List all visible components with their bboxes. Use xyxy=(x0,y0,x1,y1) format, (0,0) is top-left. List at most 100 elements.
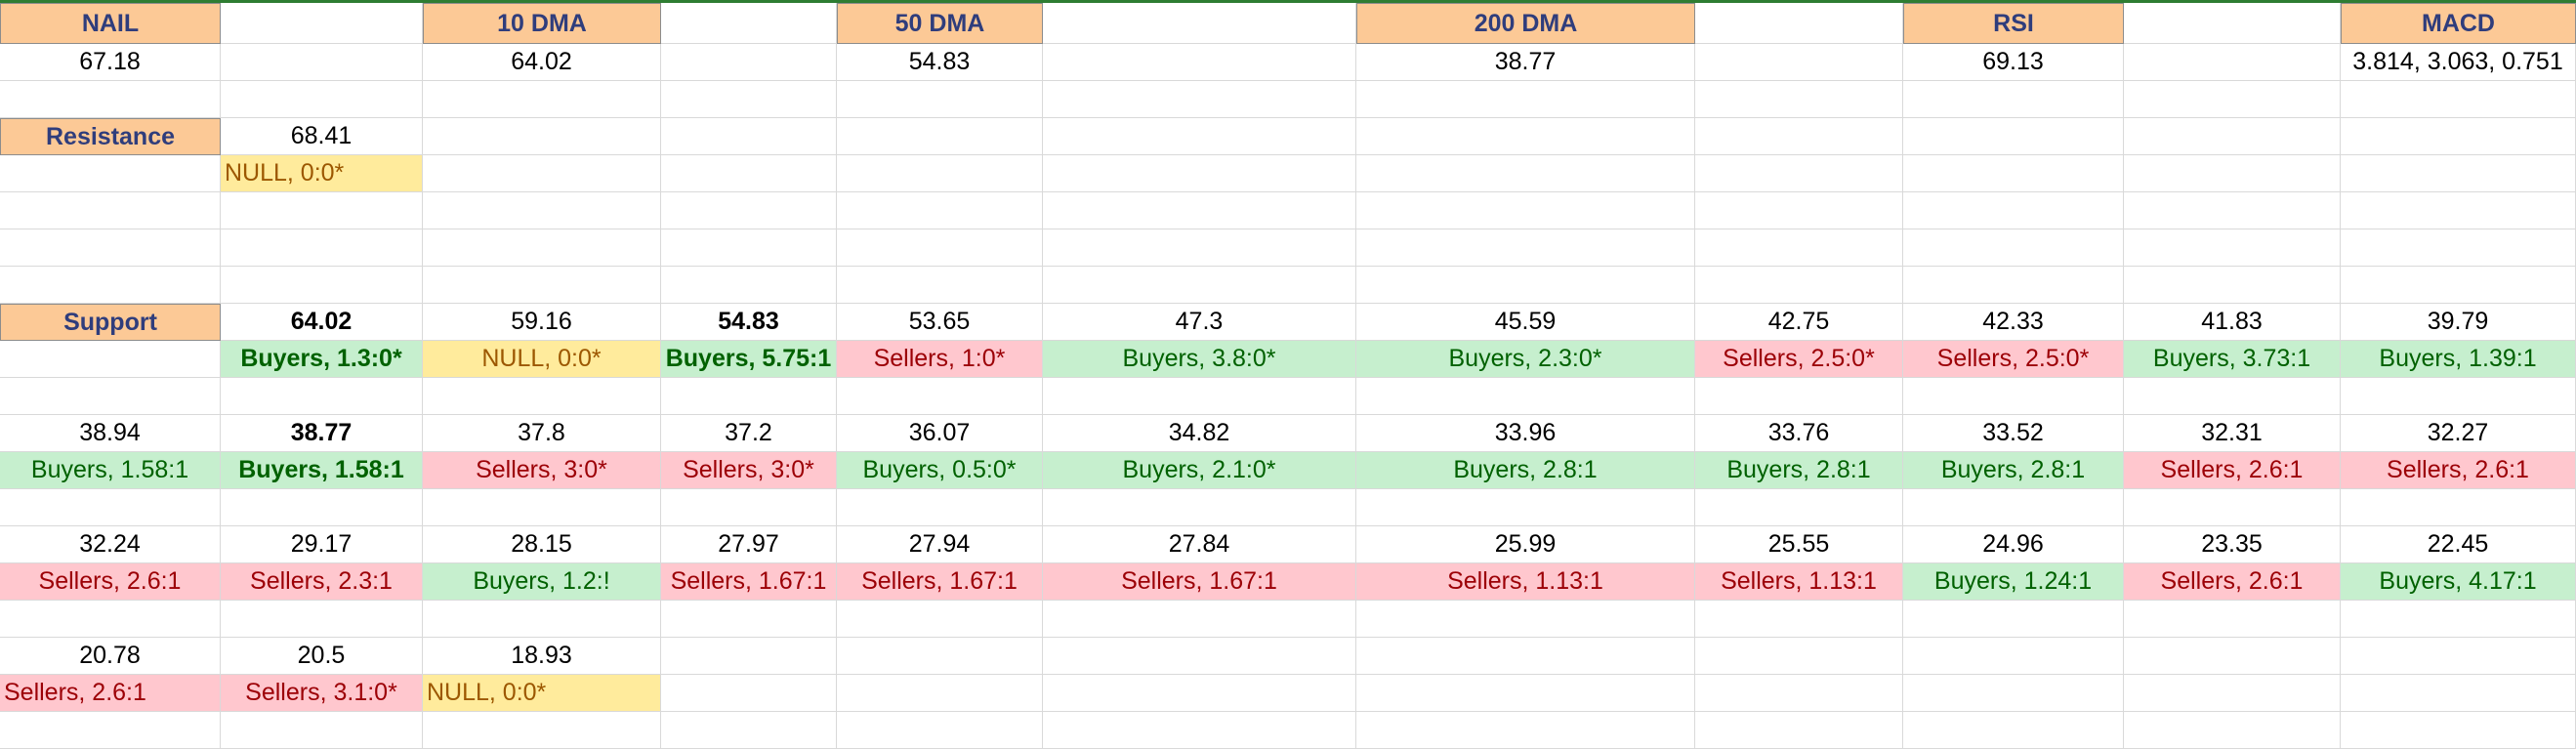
support-level[interactable]: 34.82 xyxy=(1043,415,1356,452)
support-level[interactable]: 42.33 xyxy=(1903,304,2124,341)
empty-cell[interactable] xyxy=(423,118,661,155)
empty-cell[interactable] xyxy=(1695,712,1903,749)
resistance-level[interactable]: 68.41 xyxy=(221,118,423,155)
support-level[interactable]: 27.84 xyxy=(1043,526,1356,563)
empty-cell[interactable] xyxy=(837,81,1043,118)
empty-cell[interactable] xyxy=(661,638,837,675)
empty-cell[interactable] xyxy=(2341,81,2576,118)
support-signal[interactable]: Buyers, 2.8:1 xyxy=(1695,452,1903,489)
support-signal[interactable]: Sellers, 3:0* xyxy=(661,452,837,489)
empty-cell[interactable] xyxy=(1695,3,1903,44)
empty-cell[interactable] xyxy=(221,378,423,415)
empty-cell[interactable] xyxy=(1043,118,1356,155)
support-level[interactable]: 28.15 xyxy=(423,526,661,563)
support-signal[interactable]: Sellers, 1.67:1 xyxy=(661,563,837,601)
empty-cell[interactable] xyxy=(1903,229,2124,267)
support-signal[interactable]: Buyers, 3.73:1 xyxy=(2124,341,2341,378)
empty-cell[interactable] xyxy=(423,192,661,229)
support-signal[interactable]: Sellers, 1.67:1 xyxy=(837,563,1043,601)
empty-cell[interactable] xyxy=(423,601,661,638)
empty-cell[interactable] xyxy=(661,81,837,118)
support-level[interactable]: 18.93 xyxy=(423,638,661,675)
support-level[interactable]: 42.75 xyxy=(1695,304,1903,341)
empty-cell[interactable] xyxy=(2341,378,2576,415)
empty-cell[interactable] xyxy=(661,378,837,415)
empty-cell[interactable] xyxy=(837,712,1043,749)
empty-cell[interactable] xyxy=(2124,192,2341,229)
empty-cell[interactable] xyxy=(2341,155,2576,192)
empty-cell[interactable] xyxy=(1695,267,1903,304)
empty-cell[interactable] xyxy=(1043,267,1356,304)
empty-cell[interactable] xyxy=(1356,267,1695,304)
support-label[interactable]: Support xyxy=(0,304,221,341)
support-level[interactable]: 37.2 xyxy=(661,415,837,452)
resistance-label[interactable]: Resistance xyxy=(0,118,221,155)
empty-cell[interactable] xyxy=(1356,229,1695,267)
empty-cell[interactable] xyxy=(1695,489,1903,526)
empty-cell[interactable] xyxy=(0,155,221,192)
empty-cell[interactable] xyxy=(221,3,423,44)
empty-cell[interactable] xyxy=(221,192,423,229)
empty-cell[interactable] xyxy=(2124,712,2341,749)
support-level[interactable]: 33.52 xyxy=(1903,415,2124,452)
support-signal[interactable]: Buyers, 4.17:1 xyxy=(2341,563,2576,601)
support-signal[interactable]: Sellers, 2.6:1 xyxy=(2124,452,2341,489)
support-level[interactable]: 29.17 xyxy=(221,526,423,563)
empty-cell[interactable] xyxy=(1356,489,1695,526)
empty-cell[interactable] xyxy=(1043,675,1356,712)
support-level[interactable]: 41.83 xyxy=(2124,304,2341,341)
empty-cell[interactable] xyxy=(2341,118,2576,155)
support-level[interactable]: 33.96 xyxy=(1356,415,1695,452)
support-level[interactable]: 45.59 xyxy=(1356,304,1695,341)
empty-cell[interactable] xyxy=(837,489,1043,526)
support-level[interactable]: 64.02 xyxy=(221,304,423,341)
support-level[interactable]: 33.76 xyxy=(1695,415,1903,452)
empty-cell[interactable] xyxy=(1356,675,1695,712)
empty-cell[interactable] xyxy=(0,192,221,229)
empty-cell[interactable] xyxy=(2124,155,2341,192)
empty-cell[interactable] xyxy=(221,267,423,304)
empty-cell[interactable] xyxy=(1903,192,2124,229)
empty-cell[interactable] xyxy=(661,489,837,526)
value-200dma[interactable]: 38.77 xyxy=(1356,44,1695,81)
empty-cell[interactable] xyxy=(0,712,221,749)
empty-cell[interactable] xyxy=(1356,155,1695,192)
empty-cell[interactable] xyxy=(1903,81,2124,118)
empty-cell[interactable] xyxy=(661,601,837,638)
support-level[interactable]: 38.94 xyxy=(0,415,221,452)
empty-cell[interactable] xyxy=(837,229,1043,267)
empty-cell[interactable] xyxy=(2124,267,2341,304)
empty-cell[interactable] xyxy=(0,378,221,415)
support-level[interactable]: 25.99 xyxy=(1356,526,1695,563)
empty-cell[interactable] xyxy=(661,155,837,192)
empty-cell[interactable] xyxy=(1695,118,1903,155)
support-signal[interactable]: Sellers, 2.6:1 xyxy=(2341,452,2576,489)
empty-cell[interactable] xyxy=(837,378,1043,415)
empty-cell[interactable] xyxy=(1903,601,2124,638)
empty-cell[interactable] xyxy=(0,341,221,378)
empty-cell[interactable] xyxy=(1903,712,2124,749)
header-rsi[interactable]: RSI xyxy=(1903,3,2124,44)
empty-cell[interactable] xyxy=(2124,229,2341,267)
empty-cell[interactable] xyxy=(2124,3,2341,44)
empty-cell[interactable] xyxy=(1695,192,1903,229)
empty-cell[interactable] xyxy=(0,81,221,118)
support-level[interactable]: 25.55 xyxy=(1695,526,1903,563)
empty-cell[interactable] xyxy=(1043,638,1356,675)
support-signal[interactable]: Buyers, 0.5:0* xyxy=(837,452,1043,489)
empty-cell[interactable] xyxy=(661,675,837,712)
empty-cell[interactable] xyxy=(1043,3,1356,44)
empty-cell[interactable] xyxy=(1043,378,1356,415)
empty-cell[interactable] xyxy=(1043,489,1356,526)
empty-cell[interactable] xyxy=(2341,712,2576,749)
empty-cell[interactable] xyxy=(2341,675,2576,712)
empty-cell[interactable] xyxy=(1903,267,2124,304)
empty-cell[interactable] xyxy=(221,489,423,526)
empty-cell[interactable] xyxy=(423,267,661,304)
support-signal[interactable]: Buyers, 2.1:0* xyxy=(1043,452,1356,489)
empty-cell[interactable] xyxy=(661,267,837,304)
value-macd[interactable]: 3.814, 3.063, 0.751 xyxy=(2341,44,2576,81)
support-signal[interactable]: Buyers, 1.24:1 xyxy=(1903,563,2124,601)
support-level[interactable]: 20.5 xyxy=(221,638,423,675)
empty-cell[interactable] xyxy=(2341,229,2576,267)
